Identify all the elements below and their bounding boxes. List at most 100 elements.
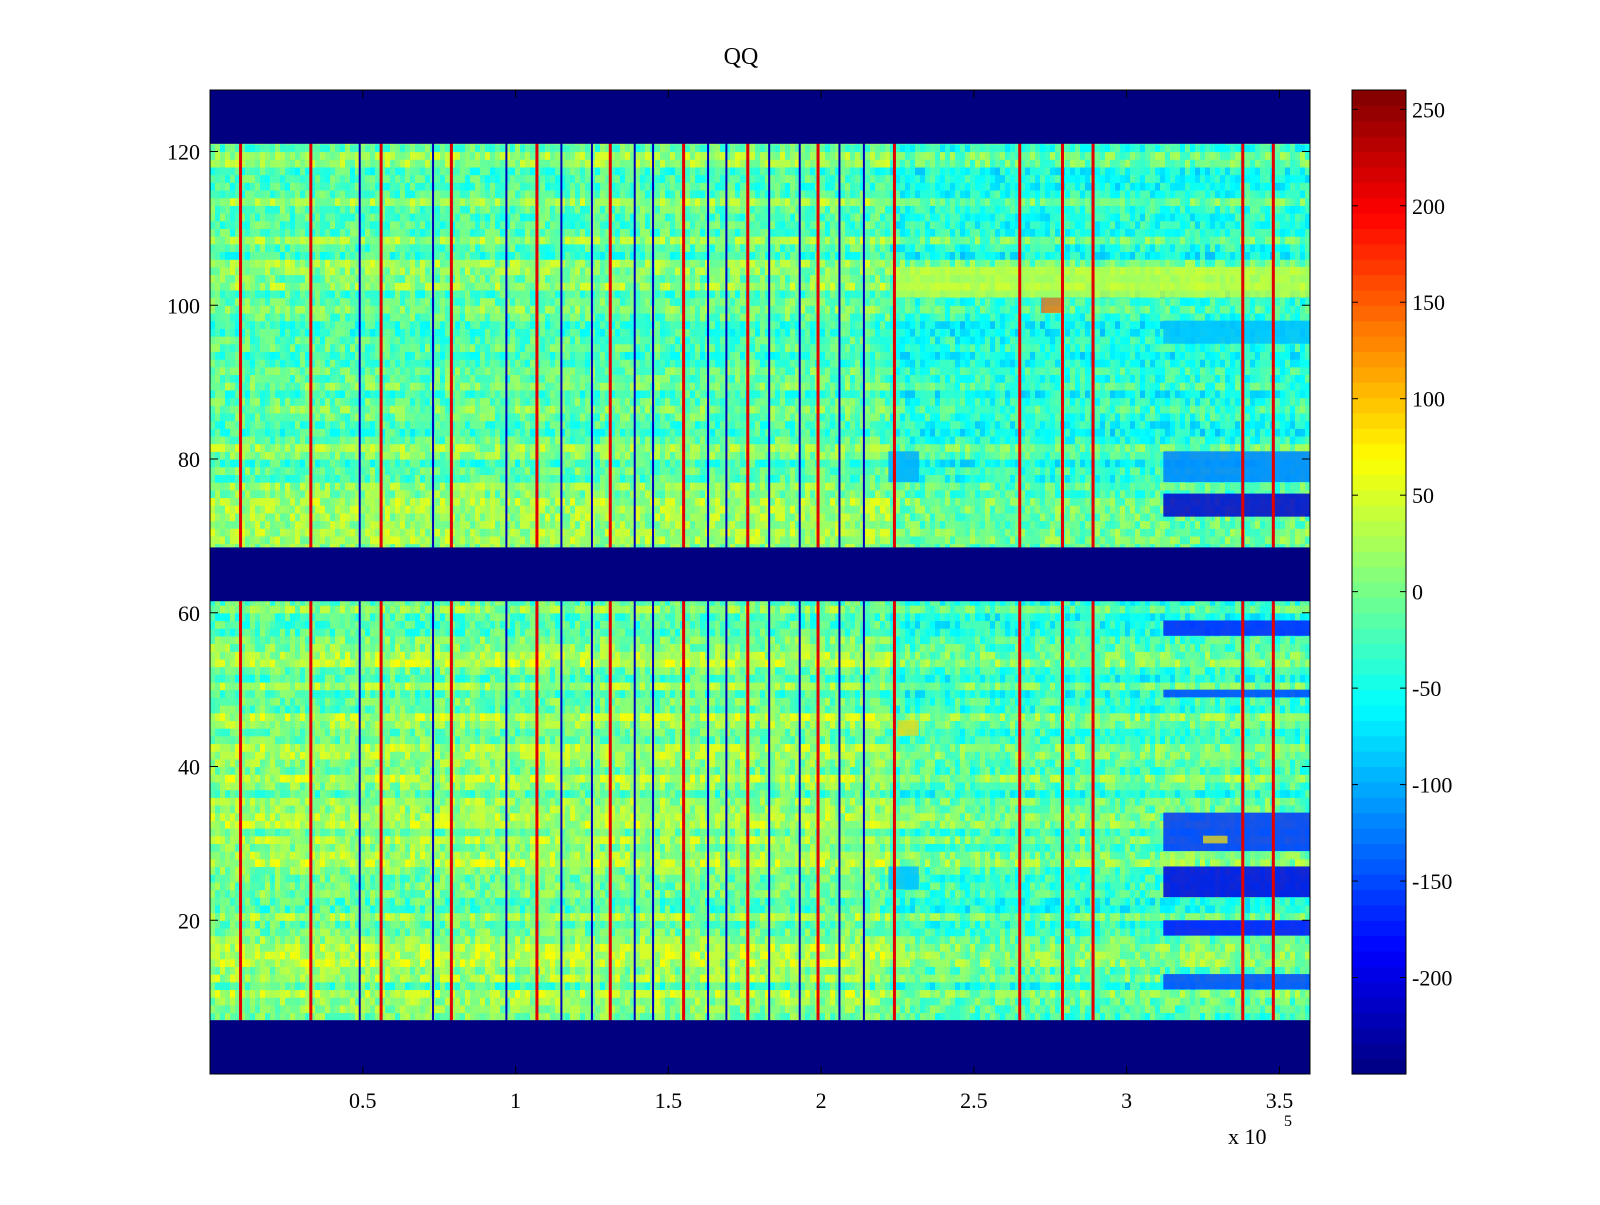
heatmap-cell bbox=[1065, 913, 1071, 921]
heatmap-cell bbox=[575, 913, 581, 921]
heatmap-cell bbox=[635, 974, 641, 982]
heatmap-cell bbox=[1115, 982, 1121, 990]
heatmap-cell bbox=[700, 897, 706, 905]
heatmap-cell bbox=[270, 1013, 276, 1021]
heatmap-cell bbox=[420, 989, 426, 997]
heatmap-cell bbox=[575, 905, 581, 913]
heatmap-cell bbox=[420, 959, 426, 967]
heatmap-cell bbox=[775, 1005, 781, 1013]
heatmap-cell bbox=[490, 928, 496, 936]
heatmap-cell bbox=[480, 989, 486, 997]
heatmap-cell bbox=[265, 951, 271, 959]
heatmap-cell bbox=[935, 1005, 941, 1013]
heatmap-cell bbox=[1005, 913, 1011, 921]
heatmap-cell bbox=[900, 943, 906, 951]
heatmap-cell bbox=[1085, 974, 1091, 982]
heatmap-cell bbox=[740, 920, 746, 928]
heatmap-cell bbox=[490, 982, 496, 990]
heatmap-cell bbox=[760, 951, 766, 959]
heatmap-cell bbox=[345, 943, 351, 951]
heatmap-cell bbox=[325, 897, 331, 905]
heatmap-cell bbox=[640, 974, 646, 982]
heatmap-cell bbox=[735, 1005, 741, 1013]
heatmap-cell bbox=[855, 936, 861, 944]
heatmap-cell bbox=[710, 943, 716, 951]
heatmap-cell bbox=[820, 966, 826, 974]
heatmap-cell bbox=[885, 1013, 891, 1021]
heatmap-cell bbox=[1290, 989, 1296, 997]
heatmap-cell bbox=[360, 913, 366, 921]
heatmap-cell bbox=[620, 959, 626, 967]
heatmap-cell bbox=[875, 989, 881, 997]
heatmap-cell bbox=[565, 959, 571, 967]
heatmap-cell bbox=[775, 951, 781, 959]
heatmap-cell bbox=[635, 943, 641, 951]
heatmap-cell bbox=[635, 1013, 641, 1021]
heatmap-cell bbox=[1120, 936, 1126, 944]
heatmap-cell bbox=[1115, 974, 1121, 982]
heatmap-cell bbox=[1050, 913, 1056, 921]
heatmap-cell bbox=[1025, 920, 1031, 928]
heatmap-cell bbox=[1190, 951, 1196, 959]
heatmap-cell bbox=[1100, 920, 1106, 928]
heatmap-cell bbox=[695, 959, 701, 967]
heatmap-cell bbox=[575, 982, 581, 990]
heatmap-cell bbox=[230, 920, 236, 928]
heatmap-cell bbox=[1290, 905, 1296, 913]
heatmap-cell bbox=[660, 928, 666, 936]
heatmap-cell bbox=[850, 959, 856, 967]
heatmap-cell bbox=[760, 928, 766, 936]
heatmap-cell bbox=[1245, 913, 1251, 921]
heatmap-cell bbox=[270, 989, 276, 997]
heatmap-cell bbox=[1035, 997, 1041, 1005]
heatmap-cell bbox=[875, 1005, 881, 1013]
heatmap-cell bbox=[655, 936, 661, 944]
heatmap-cell bbox=[1180, 913, 1186, 921]
heatmap-cell bbox=[810, 913, 816, 921]
heatmap-cell bbox=[720, 1005, 726, 1013]
heatmap-cell bbox=[345, 905, 351, 913]
heatmap-cell bbox=[385, 1013, 391, 1021]
heatmap-cell bbox=[1300, 1013, 1306, 1021]
heatmap-cell bbox=[700, 1013, 706, 1021]
heatmap-cell bbox=[435, 936, 441, 944]
heatmap-cell bbox=[335, 959, 341, 967]
heatmap-cell bbox=[995, 966, 1001, 974]
heatmap-cell bbox=[1295, 913, 1301, 921]
heatmap-cell bbox=[1225, 997, 1231, 1005]
heatmap-cell bbox=[1065, 943, 1071, 951]
heatmap-cell bbox=[1010, 928, 1016, 936]
heatmap-cell bbox=[1110, 1013, 1116, 1021]
heatmap-cell bbox=[1285, 936, 1291, 944]
heatmap-cell bbox=[1290, 913, 1296, 921]
heatmap-cell bbox=[210, 959, 216, 967]
heatmap-cell bbox=[665, 982, 671, 990]
heatmap-cell bbox=[980, 959, 986, 967]
heatmap-cell bbox=[390, 959, 396, 967]
heatmap-cell bbox=[330, 997, 336, 1005]
heatmap-cell bbox=[960, 897, 966, 905]
heatmap-cell bbox=[840, 1005, 846, 1013]
heatmap-cell bbox=[1220, 951, 1226, 959]
heatmap-cell bbox=[395, 943, 401, 951]
heatmap-cell bbox=[1245, 905, 1251, 913]
heatmap-cell bbox=[1000, 920, 1006, 928]
heatmap-cell bbox=[1045, 920, 1051, 928]
heatmap-cell bbox=[755, 989, 761, 997]
heatmap-cell bbox=[1260, 1005, 1266, 1013]
heatmap-cell bbox=[455, 905, 461, 913]
heatmap-cell bbox=[880, 974, 886, 982]
heatmap-cell bbox=[510, 920, 516, 928]
heatmap-cell bbox=[1130, 951, 1136, 959]
heatmap-cell bbox=[625, 920, 631, 928]
heatmap-cell bbox=[700, 920, 706, 928]
heatmap-cell bbox=[915, 905, 921, 913]
heatmap-cell bbox=[935, 897, 941, 905]
heatmap-cell bbox=[1285, 959, 1291, 967]
heatmap-cell bbox=[850, 951, 856, 959]
heatmap-cell bbox=[405, 905, 411, 913]
heatmap-cell bbox=[420, 913, 426, 921]
heatmap-cell bbox=[350, 974, 356, 982]
heatmap-cell bbox=[1095, 966, 1101, 974]
heatmap-cell bbox=[455, 1005, 461, 1013]
